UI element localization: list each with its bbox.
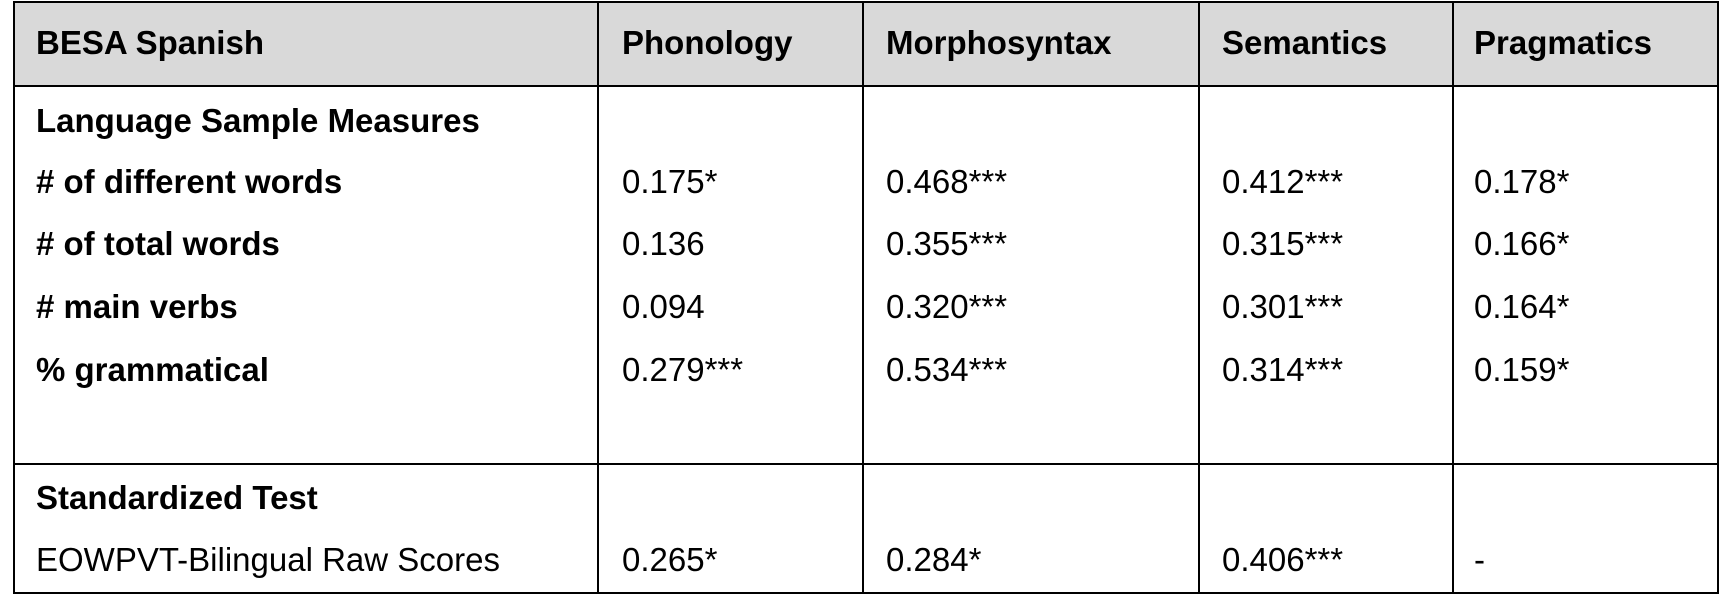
cell-value: 0.265* [622,541,718,578]
cell-value: 0.315*** [1222,225,1344,262]
cell-value: 0.314*** [1222,351,1344,388]
border [1198,1,1200,594]
cell-value: 0.094 [622,288,705,325]
border [597,1,599,594]
column-header: BESA Spanish [36,24,264,61]
border [13,463,1719,465]
cell-value: 0.468*** [886,163,1008,200]
section-title: Language Sample Measures [36,102,480,139]
border [1717,1,1719,594]
border [13,85,1719,87]
cell-value: - [1474,541,1485,578]
cell-value: 0.320*** [886,288,1008,325]
cell-value: 0.166* [1474,225,1570,262]
cell-value: 0.534*** [886,351,1008,388]
row-label: # of different words [36,163,343,200]
border [13,1,15,594]
border [862,1,864,594]
cell-value: 0.412*** [1222,163,1344,200]
column-header: Phonology [622,24,793,61]
cell-value: 0.406*** [1222,541,1344,578]
cell-value: 0.284* [886,541,982,578]
cell-value: 0.279*** [622,351,744,388]
border [1452,1,1454,594]
cell-value: 0.178* [1474,163,1570,200]
border [13,592,1719,594]
cell-value: 0.164* [1474,288,1570,325]
cell-value: 0.159* [1474,351,1570,388]
cell-value: 0.355*** [886,225,1008,262]
header-background [13,1,1718,86]
row-label: % grammatical [36,351,269,388]
cell-value: 0.175* [622,163,718,200]
row-label: EOWPVT-Bilingual Raw Scores [36,541,500,578]
cell-value: 0.136 [622,225,705,262]
section-title: Standardized Test [36,479,318,516]
row-label: # main verbs [36,288,238,325]
column-header: Pragmatics [1474,24,1652,61]
cell-value: 0.301*** [1222,288,1344,325]
border [13,1,1719,3]
row-label: # of total words [36,225,280,262]
column-header: Semantics [1222,24,1388,61]
column-header: Morphosyntax [886,24,1112,61]
